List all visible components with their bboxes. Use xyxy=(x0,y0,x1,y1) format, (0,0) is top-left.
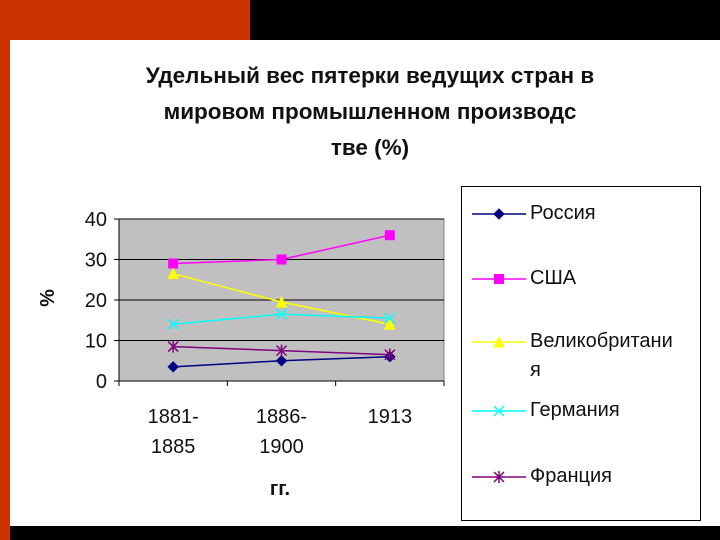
legend-swatch xyxy=(472,208,526,220)
data-point xyxy=(167,267,179,280)
data-point xyxy=(384,318,396,330)
legend-label: Германия xyxy=(530,396,702,425)
legend-label-line: Германия xyxy=(530,399,620,421)
data-point xyxy=(494,274,504,284)
data-point xyxy=(168,258,179,269)
y-axis-label: % xyxy=(37,289,59,307)
slide-panel: Удельный вес пятерки ведущих стран в миро… xyxy=(10,40,720,526)
legend-label-line: США xyxy=(530,267,577,289)
data-point xyxy=(384,230,395,241)
data-point xyxy=(493,335,505,348)
data-point xyxy=(275,308,288,320)
chart-plot: 0 10 20 30 40 1881-1885 1886-1900 1913 % гг. xyxy=(37,209,445,500)
series-square xyxy=(168,230,395,269)
legend-label-line: Франция xyxy=(530,465,612,487)
x-axis-label: гг. xyxy=(270,478,290,500)
series-star xyxy=(167,340,396,361)
legend-label: Франция xyxy=(530,462,702,491)
data-point xyxy=(167,340,179,353)
chart-title: Удельный вес пятерки ведущих стран в миро… xyxy=(70,58,670,166)
y-tick-label: 30 xyxy=(85,250,107,272)
data-point xyxy=(384,312,396,324)
data-point xyxy=(167,318,179,330)
y-tick-label: 40 xyxy=(85,209,107,231)
y-tick-label: 10 xyxy=(85,331,107,353)
x-tick-label: 1886-1900 xyxy=(256,406,307,458)
x-tick-label: 1881-1885 xyxy=(148,406,199,458)
data-point xyxy=(167,361,179,373)
red-side-bar xyxy=(0,40,10,540)
data-point xyxy=(493,405,505,417)
chart-title-line: Удельный вес пятерки ведущих стран в xyxy=(145,63,595,88)
chart-title-line: тве (%) xyxy=(330,135,410,160)
x-tick-label: 1913 xyxy=(368,406,413,428)
data-point xyxy=(493,208,505,220)
red-top-bar xyxy=(0,0,250,40)
series-x xyxy=(167,308,396,330)
legend-label-line: Великобритани xyxy=(530,330,673,352)
data-point xyxy=(275,295,288,308)
data-point xyxy=(276,254,287,265)
legend-swatch xyxy=(472,471,526,483)
legend-swatch xyxy=(472,335,526,348)
legend: Россия США Великобритани я Германия Франция xyxy=(461,186,701,521)
data-point xyxy=(493,471,505,483)
y-tick-label: 20 xyxy=(85,290,107,312)
data-point xyxy=(384,348,396,361)
legend-swatch xyxy=(472,405,526,417)
chart-title-line: мировом промышленном производс xyxy=(163,99,577,124)
data-point xyxy=(275,344,288,357)
y-tick-label: 0 xyxy=(96,371,107,393)
legend-label: Великобритани я xyxy=(530,327,702,385)
legend-label: Россия xyxy=(530,199,702,228)
data-point xyxy=(275,355,288,367)
legend-label-line: я xyxy=(530,359,541,381)
legend-swatch xyxy=(472,274,526,284)
legend-label-line: Россия xyxy=(530,202,596,224)
legend-label: США xyxy=(530,264,702,293)
